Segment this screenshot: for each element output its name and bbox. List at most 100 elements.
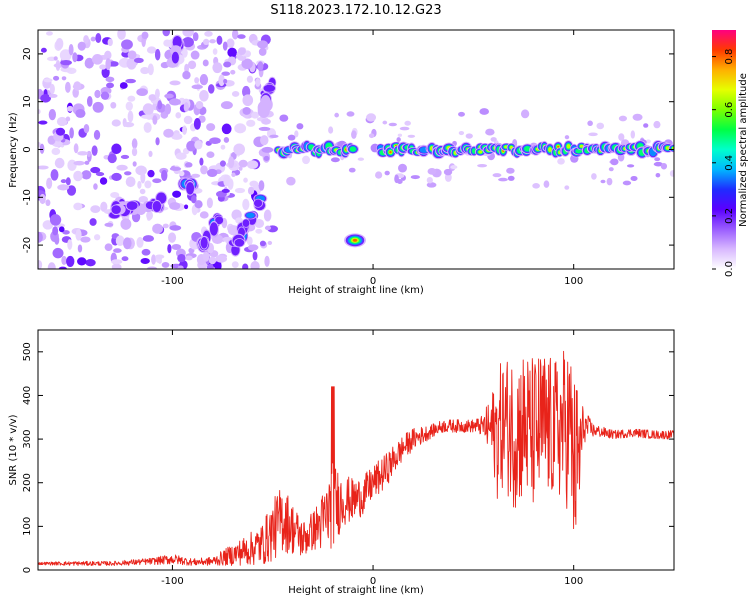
heatmap-cell <box>124 171 132 176</box>
heatmap-cell <box>100 91 110 100</box>
heatmap-cell <box>394 174 399 184</box>
snr-y-tick-label: 400 <box>22 386 33 405</box>
heatmap-cell <box>169 98 181 106</box>
heatmap-cell <box>81 170 92 180</box>
heatmap-cell <box>141 248 151 256</box>
heatmap-cell <box>107 153 117 164</box>
heatmap-cell <box>43 78 53 83</box>
heatmap-y-tick-label: -20 <box>22 237 33 253</box>
heatmap-cell <box>49 83 55 95</box>
heatmap-cell <box>245 212 255 219</box>
heatmap-cell <box>107 38 113 47</box>
heatmap-cell <box>630 175 638 182</box>
chart-title: S118.2023.172.10.12.G23 <box>270 3 441 18</box>
heatmap-cell <box>485 128 495 136</box>
heatmap-cell <box>215 216 224 225</box>
heatmap-cell <box>334 112 339 118</box>
snr-y-tick-label: 100 <box>22 517 33 536</box>
heatmap-cell <box>47 262 56 269</box>
heatmap-cell <box>38 120 48 125</box>
heatmap-cell <box>91 145 98 156</box>
heatmap-cell <box>133 57 144 63</box>
heatmap-cell <box>203 38 210 46</box>
heatmap-cell <box>52 226 59 236</box>
heatmap-y-label: Frequency (Hz) <box>8 112 19 188</box>
heatmap-cell <box>209 39 216 44</box>
heatmap-cell <box>557 158 565 165</box>
heatmap-cell <box>524 146 531 152</box>
heatmap-cell <box>55 127 66 136</box>
heatmap-cell <box>426 182 437 188</box>
heatmap-cell <box>357 157 365 161</box>
heatmap-cell <box>77 257 87 266</box>
heatmap-cell <box>151 254 157 265</box>
heatmap-cell <box>396 137 401 142</box>
heatmap-cell <box>45 199 51 207</box>
heatmap-cell <box>172 190 182 198</box>
snr-y-label: SNR (10 * v/v) <box>8 414 19 485</box>
heatmap-cell <box>164 103 172 115</box>
heatmap-cell <box>660 162 668 170</box>
heatmap-y-tick-label: 0 <box>22 146 33 152</box>
heatmap-cell <box>67 159 77 171</box>
heatmap-cell <box>548 147 552 152</box>
heatmap-cell <box>202 251 210 262</box>
heatmap-cell <box>207 84 215 94</box>
colorbar-tick-label: 0.0 <box>724 261 735 277</box>
heatmap-cell <box>93 234 101 241</box>
heatmap-cell <box>111 205 121 214</box>
heatmap-cell <box>99 177 108 185</box>
snr-x-tick-label: -100 <box>161 576 184 587</box>
heatmap-cell <box>669 170 674 177</box>
heatmap-cell <box>127 95 136 102</box>
heatmap-cell <box>653 161 663 167</box>
heatmap-cell <box>142 235 155 242</box>
heatmap-x-axis: -100 0 100 <box>161 30 583 287</box>
heatmap-cell <box>126 201 138 210</box>
heatmap-cell <box>55 37 64 50</box>
heatmap-cell <box>251 111 260 119</box>
heatmap-cell <box>110 191 120 198</box>
heatmap-cell <box>69 127 74 139</box>
heatmap-cell <box>564 185 570 190</box>
heatmap-cell <box>302 155 310 165</box>
heatmap-cell <box>122 122 135 128</box>
heatmap-cell <box>242 94 254 107</box>
heatmap-cell <box>111 119 121 127</box>
heatmap-cell <box>73 143 79 154</box>
heatmap-cell <box>115 235 125 247</box>
snr-x-axis: -100 0 100 <box>161 330 583 587</box>
heatmap-cell <box>632 113 643 121</box>
heatmap-cell <box>458 111 465 117</box>
heatmap-cell <box>77 244 83 253</box>
heatmap-cell <box>257 103 270 118</box>
heatmap-cell <box>221 123 232 135</box>
heatmap-cell <box>220 101 233 110</box>
heatmap-cell <box>458 130 465 136</box>
heatmap-cell <box>49 214 62 226</box>
heatmap-cell <box>655 172 661 178</box>
heatmap-cell <box>216 35 223 45</box>
heatmap-cell <box>187 60 197 70</box>
heatmap-cell <box>450 165 458 170</box>
heatmap-cell <box>120 218 132 230</box>
heatmap-cell <box>52 247 64 259</box>
heatmap-cell <box>163 128 174 138</box>
heatmap-cell <box>234 238 245 247</box>
heatmap-cell <box>557 145 560 148</box>
heatmap-cell <box>125 101 133 111</box>
heatmap-cell <box>191 173 201 178</box>
heatmap-cell <box>65 81 71 93</box>
heatmap-cell <box>162 223 169 229</box>
snr-series-line <box>38 350 674 567</box>
heatmap-cell <box>202 59 209 67</box>
heatmap-cell <box>38 260 43 269</box>
snr-y-axis: 0 100 200 300 400 500 <box>22 342 674 573</box>
heatmap-cell <box>184 63 190 74</box>
heatmap-cell <box>67 239 73 250</box>
heatmap-cell <box>206 151 215 159</box>
heatmap-cell <box>46 177 53 190</box>
heatmap-cell <box>226 38 235 49</box>
heatmap-cell <box>234 187 246 194</box>
snr-x-tick-label: 100 <box>564 576 583 587</box>
